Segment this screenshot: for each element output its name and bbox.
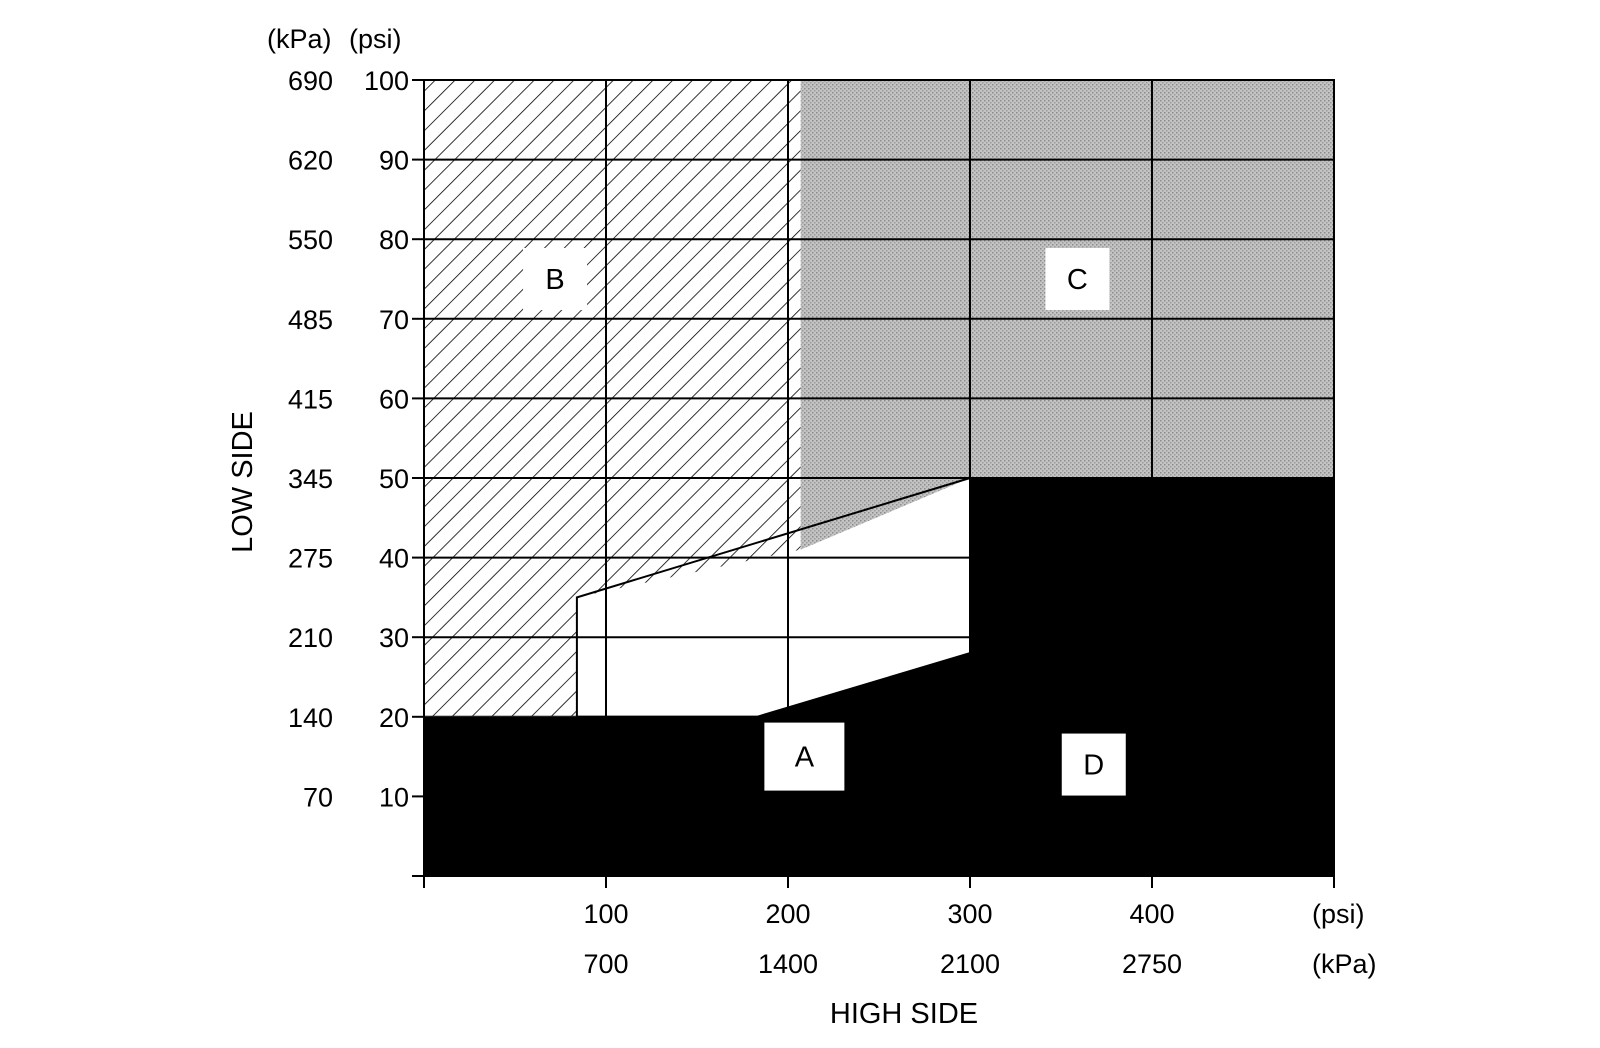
- region-a: [576, 478, 970, 717]
- region-c-label: C: [1067, 264, 1088, 296]
- y-tick-label-kpa: 345: [288, 464, 333, 494]
- x-axis-title: HIGH SIDE: [830, 998, 978, 1030]
- y-tick-label-kpa: 70: [303, 782, 333, 812]
- y-tick-label-kpa: 550: [288, 225, 333, 255]
- x-unit-psi-label: (psi): [1312, 899, 1365, 929]
- x-tick-label-psi: 100: [583, 899, 628, 929]
- region-d-label-box: [1061, 733, 1126, 796]
- y-tick-label-kpa: 690: [288, 66, 333, 96]
- plot-frame: [424, 79, 1335, 876]
- y-tick-label-psi: 90: [379, 146, 409, 176]
- y-tick-label-psi: 40: [379, 544, 409, 574]
- region-b-label: B: [545, 264, 564, 296]
- labels-layer: A B C D: [523, 248, 1126, 796]
- y-tick-label-kpa: 415: [288, 384, 333, 414]
- region-a-label: A: [795, 742, 815, 774]
- region-a-label-box: [764, 722, 845, 791]
- x-tick-label-kpa: 700: [583, 949, 628, 979]
- axes-layer: 70 10 140 20 210 30 275 40 345 50 415 60 485 70 550 80 6…: [288, 66, 1335, 979]
- y-tick-label-psi: 60: [379, 384, 409, 414]
- y-tick-label-psi: 80: [379, 225, 409, 255]
- region-a-outline: [575, 476, 971, 718]
- y-tick-label-psi: 70: [379, 305, 409, 335]
- x-tick-label-kpa: 2750: [1122, 949, 1182, 979]
- y-tick-label-kpa: 140: [288, 703, 333, 733]
- y-unit-kpa-header: (kPa): [267, 24, 332, 54]
- y-tick-label-psi: 50: [379, 464, 409, 494]
- y-tick-label-kpa: 620: [288, 146, 333, 176]
- x-tick-label-psi: 400: [1129, 899, 1174, 929]
- y-axis-title: LOW SIDE: [227, 411, 259, 553]
- region-c: [800, 80, 1334, 550]
- y-tick-label-kpa: 485: [288, 305, 333, 335]
- x-tick-label-kpa: 2100: [940, 949, 1000, 979]
- y-tick-label-kpa: 210: [288, 623, 333, 653]
- x-tick-label-psi: 300: [947, 899, 992, 929]
- region-b-label-box: [523, 248, 588, 310]
- y-tick-label-psi: 100: [364, 66, 409, 96]
- y-tick-label-psi: 20: [379, 703, 409, 733]
- x-unit-kpa-label: (kPa): [1312, 949, 1377, 979]
- y-tick-label-psi: 10: [379, 782, 409, 812]
- x-tick-label-psi: 200: [765, 899, 810, 929]
- region-c-label-box: [1045, 248, 1110, 310]
- y-unit-psi-header: (psi): [349, 24, 402, 54]
- x-tick-label-kpa: 1400: [758, 949, 818, 979]
- y-tick-label-psi: 30: [379, 623, 409, 653]
- y-tick-label-kpa: 275: [288, 544, 333, 574]
- region-d-label: D: [1083, 750, 1104, 782]
